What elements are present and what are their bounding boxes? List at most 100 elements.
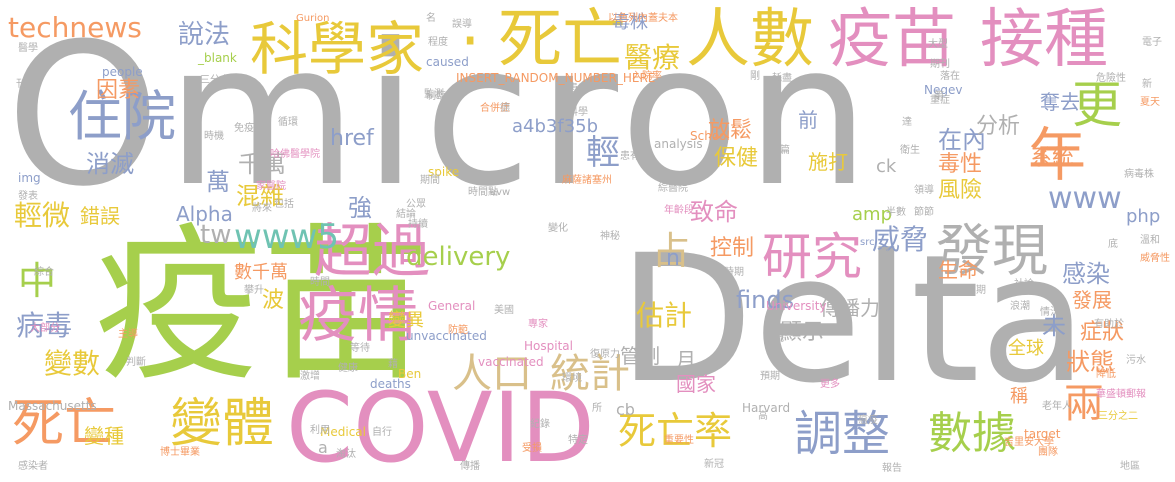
word: 環境 — [562, 373, 582, 384]
word: 德 — [500, 103, 510, 114]
word: 污水 — [1126, 355, 1146, 366]
word: 感染 — [1062, 260, 1110, 288]
word: 傳播力 — [820, 296, 880, 320]
word: 千萬 — [238, 150, 286, 178]
word: 大部分 — [30, 323, 60, 334]
word: 循環 — [278, 117, 298, 128]
word: src — [860, 237, 875, 248]
word: 篇 — [780, 145, 790, 156]
word: avw — [490, 187, 511, 198]
word: 博士畢業 — [160, 447, 200, 458]
word: 達 — [902, 117, 912, 128]
word: 變化 — [548, 223, 568, 234]
word: 家醫院 — [256, 181, 286, 192]
word: 防範 — [448, 325, 468, 336]
word: 復原力 — [590, 349, 620, 360]
word: spike — [428, 165, 460, 179]
word: 耗盡 — [772, 73, 792, 84]
word: 占 — [652, 229, 691, 273]
word: 人數 — [686, 3, 814, 77]
word: 華盛頓郵報 — [1096, 389, 1146, 400]
word: 住院 — [68, 85, 176, 148]
word: 感染者 — [18, 461, 48, 472]
word: General — [428, 299, 476, 313]
word: 神秘 — [600, 231, 620, 242]
word: 情況 — [1040, 307, 1060, 318]
word: 美國 — [494, 305, 514, 316]
word: 新 — [1142, 79, 1152, 90]
word: 超過 — [314, 217, 431, 285]
word: 以色列內蓋夫本 — [608, 13, 678, 24]
word: 分析 — [976, 114, 1021, 139]
word: 利用 — [310, 425, 330, 436]
word: 公眾 — [406, 199, 426, 210]
word: 傳播 — [460, 461, 480, 472]
word: 輕 — [586, 133, 620, 173]
word: 節節 — [914, 207, 934, 218]
word: 高 — [758, 411, 768, 422]
word: 年齡段 — [664, 205, 694, 216]
word: 報告 — [882, 463, 902, 474]
word: amp — [852, 204, 892, 225]
word: 致命 — [690, 198, 738, 226]
word: 數據 — [928, 408, 1016, 459]
word: Harvard — [742, 401, 791, 415]
word: 結論 — [396, 209, 416, 220]
word: Omicron — [6, 2, 876, 230]
word: 新冠 — [704, 459, 724, 470]
word: 因素 — [96, 78, 141, 103]
word: 接種 — [980, 3, 1108, 77]
word: 領導 — [914, 185, 934, 196]
word: 衛生 — [900, 145, 920, 156]
word: Negev — [924, 83, 963, 97]
word: 顯示 — [780, 320, 825, 345]
word: 淘汰 — [336, 449, 356, 460]
word: 錯誤 — [80, 204, 120, 228]
word: 狀態 — [1066, 348, 1114, 376]
word: INSERT_RANDOM_NUMBER_HERE — [456, 71, 656, 85]
word: 半數 — [886, 207, 906, 218]
word: ck — [876, 156, 897, 177]
word: 更 — [1072, 76, 1122, 134]
word: 病毒 — [16, 309, 73, 342]
word: 夏天 — [1140, 97, 1160, 108]
word: 電子 — [1142, 37, 1162, 48]
word: www — [1048, 181, 1122, 216]
word: 狀況 — [764, 333, 784, 344]
word: 調整 — [794, 406, 891, 462]
word: 威脅 — [872, 223, 929, 256]
word: a — [318, 438, 328, 457]
word: 溫和 — [1140, 235, 1160, 246]
word: 波 — [262, 288, 285, 313]
word: img — [18, 171, 41, 185]
word: 人口 — [452, 351, 532, 397]
word: href — [330, 126, 374, 151]
word: 特定 — [568, 435, 588, 446]
word: Medical — [320, 425, 366, 439]
word: 更多 — [820, 379, 840, 390]
word: 官方 — [230, 79, 250, 90]
word: 三分之二 — [1098, 411, 1138, 422]
word: 死亡 — [498, 3, 626, 77]
word: unvaccinated — [406, 329, 487, 343]
word: delivery — [406, 242, 511, 272]
word: 發現 — [936, 219, 1048, 284]
word: 健康 — [338, 363, 358, 374]
word: 施打 — [808, 150, 848, 174]
word: 近期 — [966, 285, 986, 296]
word: 病毒株 — [1124, 169, 1154, 180]
word: 誤導 — [452, 19, 472, 30]
word: 攀升 — [244, 285, 264, 296]
word: Alpha — [176, 202, 233, 226]
word: 老年人 — [1042, 401, 1072, 412]
word: School — [690, 129, 730, 143]
word: a4b3f35b — [512, 116, 599, 137]
word: 浪潮 — [1010, 301, 1030, 312]
word: 紀錄 — [530, 419, 550, 430]
word: 地區 — [1120, 461, 1140, 472]
word: 保健 — [714, 146, 759, 171]
word: analysis — [654, 137, 703, 151]
word: 死亡率 — [618, 409, 733, 453]
word: target — [1024, 427, 1061, 441]
word: 落在 — [940, 71, 960, 82]
